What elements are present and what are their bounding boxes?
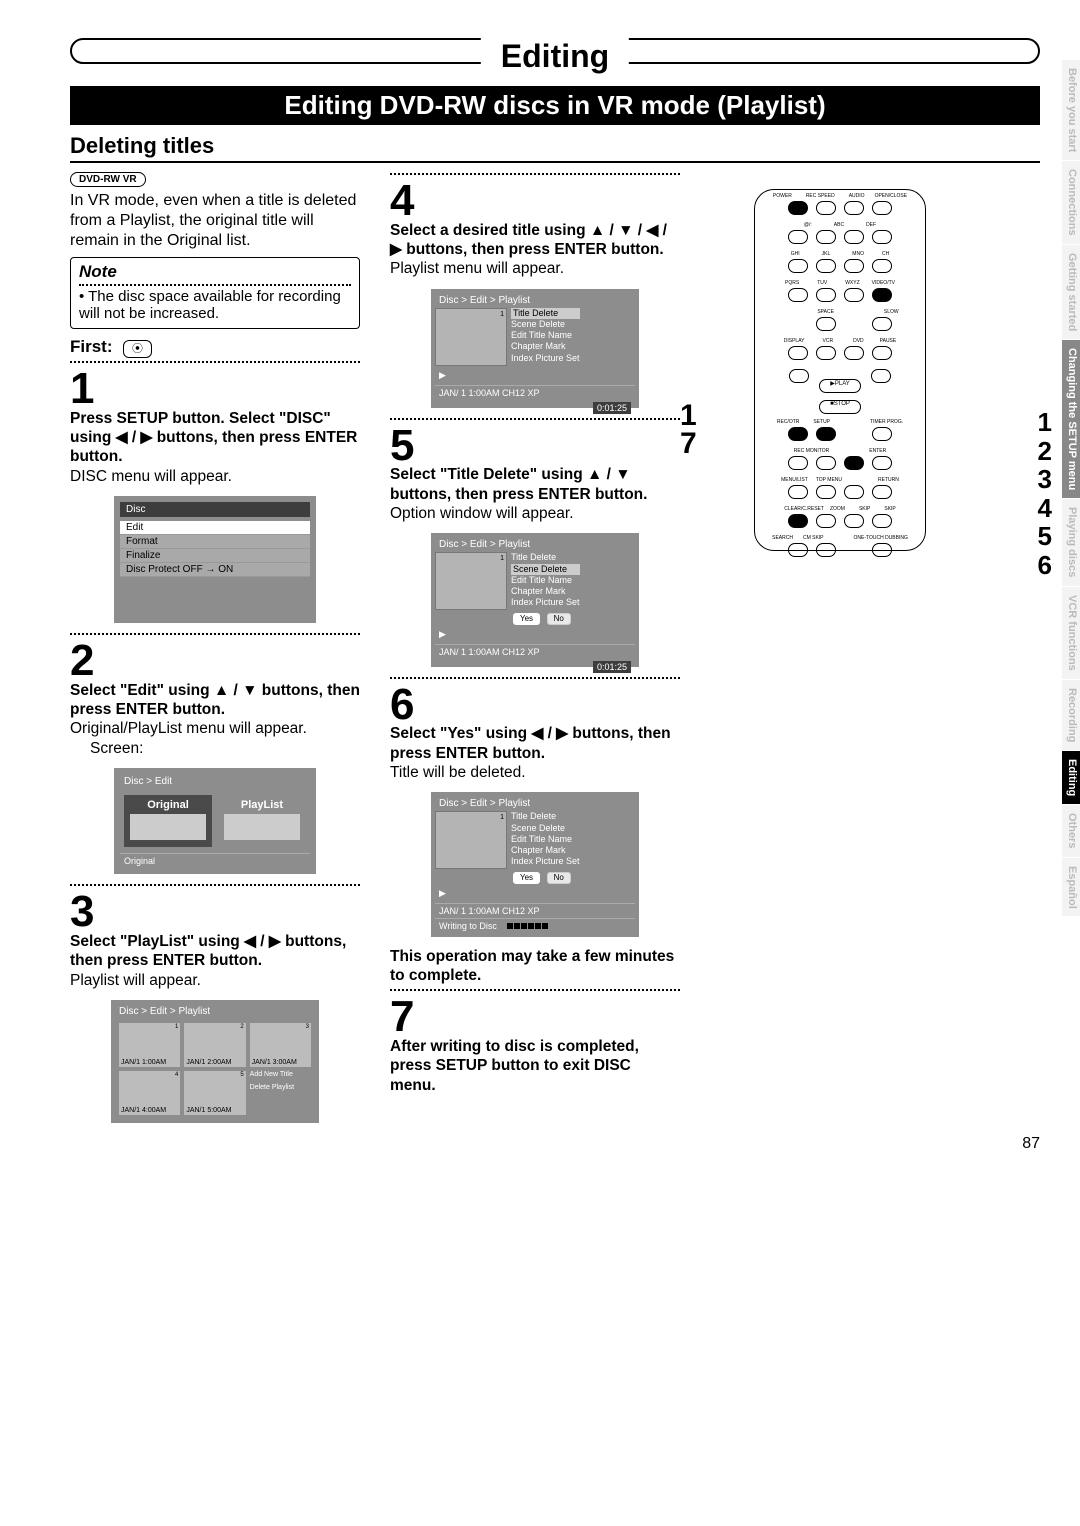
menu-item: Edit: [120, 521, 310, 535]
step-6-number: 6: [390, 685, 680, 725]
step-3-number: 3: [70, 892, 360, 932]
thumb: 5JAN/1 5:00AM: [184, 1071, 245, 1115]
tab: Getting started: [1062, 245, 1080, 339]
original-tile: Original: [124, 795, 212, 847]
tab: Others: [1062, 805, 1080, 856]
page-title: Editing: [481, 38, 629, 75]
crumb: Disc > Edit > Playlist: [435, 796, 635, 811]
step-2-head: Select "Edit" using ▲ / ▼ buttons, then …: [70, 681, 360, 720]
intro-text: In VR mode, even when a title is deleted…: [70, 191, 360, 251]
side-menu: Title Delete Scene Delete Edit Title Nam…: [511, 552, 580, 624]
preview: 1: [435, 308, 507, 366]
page-number: 87: [1022, 1135, 1040, 1153]
remote-icon: ⦿: [123, 340, 152, 358]
right-step-numbers: 1 2 3 4 5 6: [1038, 408, 1052, 580]
side-menu: Title Delete Scene Delete Edit Title Nam…: [511, 308, 580, 366]
osd-disc-menu: Disc Edit Format Finalize Disc Protect O…: [114, 496, 316, 623]
step-1-number: 1: [70, 369, 360, 409]
step-2-extra: Screen:: [90, 739, 360, 758]
step-2-sub: Original/PlayList menu will appear.: [70, 719, 360, 738]
page-title-banner: Editing: [70, 38, 1040, 76]
tab: Before you start: [1062, 60, 1080, 160]
tab: Playing discs: [1062, 499, 1080, 585]
osd-origplay: Disc > Edit Original PlayList Original: [114, 768, 316, 874]
step-4-head: Select a desired title using ▲ / ▼ / ◀ /…: [390, 221, 680, 260]
osd-thumbs: Disc > Edit > Playlist 1JAN/1 1:00AM 2JA…: [111, 1000, 319, 1123]
step-2-number: 2: [70, 641, 360, 681]
menu-item: Disc Protect OFF → ON: [120, 563, 310, 577]
thumb: 2JAN/1 2:00AM: [184, 1023, 245, 1067]
crumb: Disc > Edit > Playlist: [435, 537, 635, 552]
tab: Español: [1062, 858, 1080, 917]
step-6-head: Select "Yes" using ◀ / ▶ buttons, then p…: [390, 724, 680, 763]
tab: Recording: [1062, 680, 1080, 750]
note-title: Note: [79, 262, 351, 282]
preview: 1: [435, 552, 507, 610]
step-5-number: 5: [390, 426, 680, 466]
section-heading: Deleting titles: [70, 133, 1040, 163]
step-3-sub: Playlist will appear.: [70, 971, 360, 990]
crumb: Disc > Edit > Playlist: [435, 293, 635, 308]
thumb-add: Add New Title Delete Playlist: [250, 1071, 311, 1115]
step-7-number: 7: [390, 997, 680, 1037]
crumb: Disc > Edit > Playlist: [115, 1004, 315, 1019]
step-5-sub: Option window will appear.: [390, 504, 680, 523]
osd-title: Disc: [120, 502, 310, 517]
step-1-head: Press SETUP button. Select "DISC" using …: [70, 409, 360, 467]
menu-item: Format: [120, 535, 310, 549]
osd-menu6: Disc > Edit > Playlist 1 Title Delete Sc…: [431, 792, 639, 936]
side-menu: Title Delete Scene Delete Edit Title Nam…: [511, 811, 580, 883]
first-label: First:: [70, 337, 113, 357]
dvd-rw-badge: DVD-RW VR: [70, 172, 146, 187]
thumb: 4JAN/1 4:00AM: [119, 1071, 180, 1115]
note-body: • The disc space available for recording…: [79, 288, 351, 322]
tab: VCR functions: [1062, 587, 1080, 679]
remote-control: POWERREC SPEEDAUDIOOPEN/CLOSE @/:ABCDEF …: [754, 189, 926, 551]
tab: Connections: [1062, 161, 1080, 244]
tab: Changing the SETUP menu: [1062, 340, 1080, 498]
step-3-head: Select "PlayList" using ◀ / ▶ buttons, t…: [70, 932, 360, 971]
thumb: 1JAN/1 1:00AM: [119, 1023, 180, 1067]
thumb: 3JAN/1 3:00AM: [250, 1023, 311, 1067]
step-5-head: Select "Title Delete" using ▲ / ▼ button…: [390, 465, 680, 504]
footer: Original: [120, 853, 310, 868]
osd-menu4: Disc > Edit > Playlist 1 Title Delete Sc…: [431, 289, 639, 408]
note-box: Note • The disc space available for reco…: [70, 257, 360, 329]
tab-active: Editing: [1062, 751, 1080, 804]
step-6-sub: Title will be deleted.: [390, 763, 680, 782]
step-4-number: 4: [390, 181, 680, 221]
playlist-tile: PlayList: [218, 795, 306, 847]
step-1-sub: DISC menu will appear.: [70, 467, 360, 486]
step-7-head: After writing to disc is completed, pres…: [390, 1037, 680, 1095]
step-6-notice: This operation may take a few minutes to…: [390, 947, 680, 986]
callout-7: 7: [680, 427, 697, 461]
subtitle-bar: Editing DVD-RW discs in VR mode (Playlis…: [70, 86, 1040, 125]
preview: 1: [435, 811, 507, 869]
step-4-sub: Playlist menu will appear.: [390, 259, 680, 278]
section-tabs: Before you start Connections Getting sta…: [1062, 60, 1080, 917]
crumb: Disc > Edit: [120, 774, 310, 789]
osd-menu5: Disc > Edit > Playlist 1 Title Delete Sc…: [431, 533, 639, 666]
menu-item: Finalize: [120, 549, 310, 563]
